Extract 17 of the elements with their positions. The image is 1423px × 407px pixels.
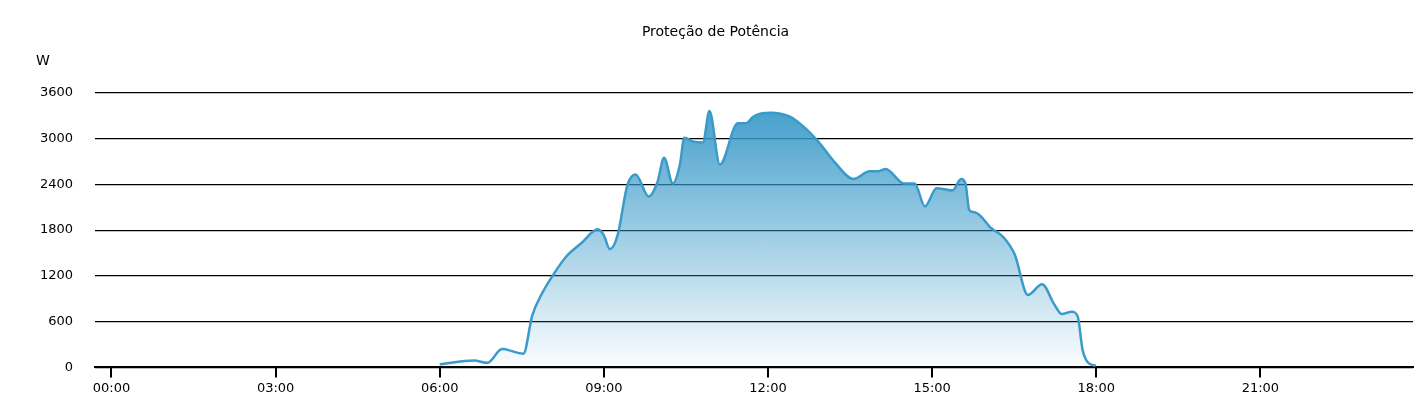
- x-tick-label: 03:00: [256, 379, 295, 395]
- y-axis-title: W: [36, 52, 51, 69]
- y-tick-label: 3000: [39, 129, 74, 145]
- x-tick-label: 09:00: [585, 379, 623, 395]
- x-tick-label: 18:00: [1077, 379, 1115, 395]
- chart-title: Proteção de Potência: [641, 23, 790, 40]
- y-tick-label: 2400: [39, 175, 74, 191]
- y-tick-label: 3600: [39, 84, 74, 100]
- y-tick-label: 1200: [39, 267, 74, 283]
- x-tick-label: 21:00: [1241, 379, 1280, 395]
- x-tick-label: 15:00: [913, 379, 951, 395]
- y-tick-label: 600: [48, 313, 74, 329]
- x-tick-label: 00:00: [92, 379, 131, 395]
- x-tick-label: 06:00: [421, 379, 459, 395]
- x-tick-label: 12:00: [749, 379, 787, 395]
- y-tick-label: 0: [64, 358, 74, 374]
- y-tick-label: 1800: [39, 221, 74, 237]
